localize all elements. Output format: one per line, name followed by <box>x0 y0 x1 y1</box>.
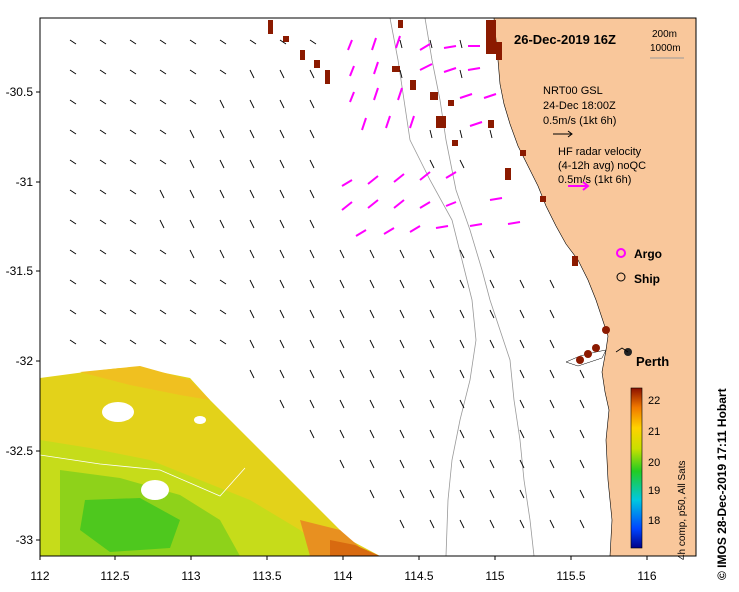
y-tick-label: -32.5 <box>6 444 34 458</box>
x-tick-label: 115.5 <box>556 569 585 583</box>
y-tick-label: -32 <box>16 354 34 368</box>
x-tick-label: 114.5 <box>404 569 433 583</box>
y-tick-label: -33 <box>16 533 34 547</box>
depth-legend-1000m: 1000m <box>650 43 681 54</box>
hf-legend-label: HF radar velocity <box>558 146 642 158</box>
gsl-velocity-arrows <box>69 39 585 529</box>
isobath-1000m <box>424 18 535 556</box>
y-tick-label: -30.5 <box>6 85 34 99</box>
map-title: 26-Dec-2019 16Z <box>514 32 616 47</box>
colorbar-tick: 18 <box>648 515 660 527</box>
colorbar-tick: 19 <box>648 485 660 497</box>
colorbar-tick: 20 <box>648 457 660 469</box>
gsl-legend-label: NRT00 GSL <box>543 85 603 97</box>
plot-frame <box>39 17 697 557</box>
y-tick-label: -31.5 <box>6 264 34 278</box>
coastal-dots <box>268 20 610 364</box>
gsl-legend-date: 24-Dec 18:00Z <box>543 100 616 112</box>
y-tick-label: -31 <box>16 175 34 189</box>
hf-legend-avg: (4-12h avg) noQC <box>558 160 646 172</box>
hf-legend-scale: 0.5m/s (1kt 6h) <box>558 174 631 186</box>
colorbar-label: 4h comp, p50, All Sats <box>677 460 688 560</box>
sst-patch <box>40 366 380 556</box>
x-tick-label: 115 <box>485 569 504 583</box>
land-mass <box>493 18 696 556</box>
argo-legend-label: Argo <box>634 247 662 261</box>
depth-legend-200m: 200m <box>652 29 677 40</box>
x-tick-label: 113 <box>181 569 200 583</box>
x-tick-label: 113.5 <box>252 569 281 583</box>
ship-legend-label: Ship <box>634 272 660 286</box>
y-axis: -30.5 -31 -31.5 -32 -32.5 -33 <box>6 85 40 547</box>
x-tick-label: 112.5 <box>100 569 129 583</box>
colorbar <box>630 387 643 549</box>
colorbar-tick: 21 <box>648 426 660 438</box>
argo-legend-symbol <box>616 248 626 258</box>
credit-text: © IMOS 28-Dec-2019 17:11 Hobart <box>715 388 729 580</box>
x-tick-label: 112 <box>30 569 49 583</box>
colorbar-tick: 22 <box>648 395 660 407</box>
isobath-200m <box>389 18 477 556</box>
x-tick-label: 116 <box>637 569 656 583</box>
hf-radar-arrows <box>341 35 521 237</box>
city-label-perth: Perth <box>636 354 669 369</box>
gsl-legend-scale: 0.5m/s (1kt 6h) <box>543 115 616 127</box>
x-tick-label: 114 <box>333 569 352 583</box>
ship-legend-symbol <box>616 272 626 282</box>
x-axis: 112 112.5 113 113.5 114 114.5 115 115.5 … <box>30 556 657 583</box>
